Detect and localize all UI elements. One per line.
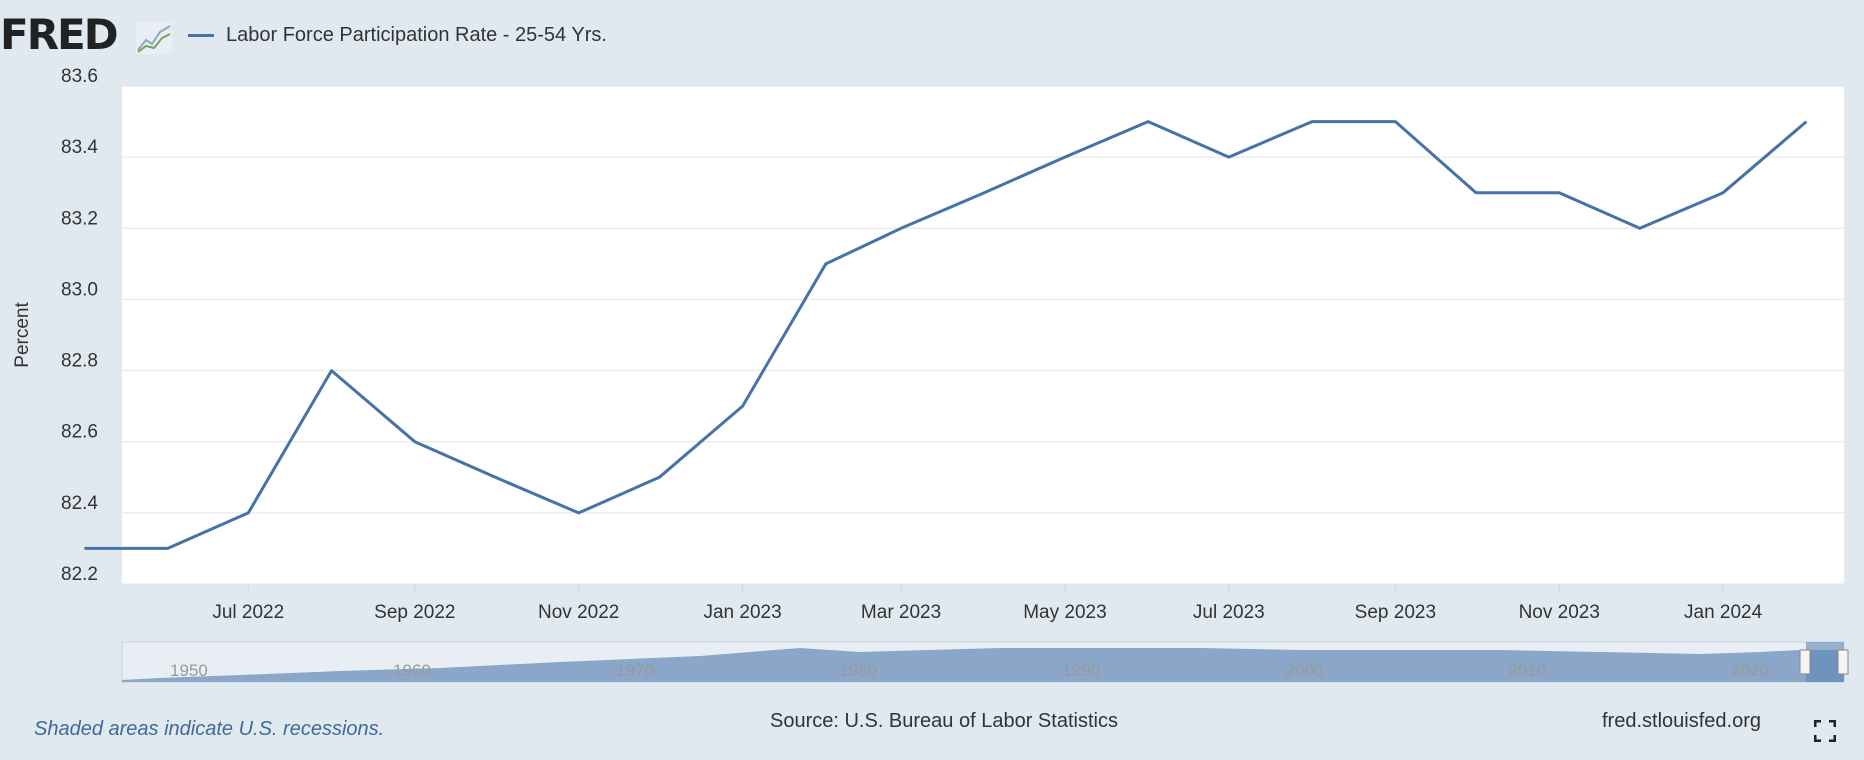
x-tick-label: Mar 2023 bbox=[861, 602, 941, 623]
x-tick-label: Sep 2022 bbox=[374, 602, 455, 623]
navigator-area bbox=[122, 648, 1844, 682]
site-link[interactable]: fred.stlouisfed.org bbox=[1602, 710, 1761, 732]
navigator-tick-label: 1960 bbox=[393, 661, 431, 680]
x-tick-label: Nov 2023 bbox=[1519, 602, 1600, 623]
line-chart-icon bbox=[136, 22, 172, 54]
navigator-tick-label: 2020 bbox=[1731, 661, 1769, 680]
y-tick-label: 83.6 bbox=[61, 66, 98, 87]
x-tick-label: May 2023 bbox=[1023, 602, 1106, 623]
navigator-tick-label: 2010 bbox=[1508, 661, 1546, 680]
x-tick-label: Jan 2023 bbox=[703, 602, 781, 623]
fred-logo[interactable]: FRED bbox=[0, 10, 119, 59]
x-tick-label: Nov 2022 bbox=[538, 602, 619, 623]
chart-legend[interactable]: Labor Force Participation Rate - 25-54 Y… bbox=[188, 24, 607, 47]
x-tick-label: Jul 2022 bbox=[212, 602, 284, 623]
legend-label: Labor Force Participation Rate - 25-54 Y… bbox=[226, 24, 607, 46]
navigator-handle-right bbox=[1837, 649, 1849, 675]
x-tick-label: Jul 2023 bbox=[1193, 602, 1265, 623]
x-tick-label: Jan 2024 bbox=[1684, 602, 1763, 623]
navigator-tick-label: 2000 bbox=[1285, 661, 1323, 680]
navigator-tick-label: 1990 bbox=[1062, 661, 1100, 680]
y-tick-label: 82.2 bbox=[61, 564, 98, 585]
y-tick-label: 83.0 bbox=[61, 279, 98, 300]
y-tick-label: 83.4 bbox=[61, 137, 98, 158]
navigator-tick-label: 1950 bbox=[170, 661, 208, 680]
y-tick-label: 83.2 bbox=[61, 208, 98, 229]
source-text: Source: U.S. Bureau of Labor Statistics bbox=[770, 710, 1118, 732]
y-tick-label: 82.6 bbox=[61, 422, 98, 443]
fullscreen-icon[interactable] bbox=[1814, 720, 1836, 742]
navigator[interactable]: 1950 1960 1970 1980 1990 2000 2010 2020 bbox=[121, 641, 1849, 683]
plot-area bbox=[122, 86, 1844, 584]
navigator-tick-label: 1970 bbox=[616, 661, 654, 680]
y-tick-label: 82.4 bbox=[61, 493, 98, 514]
recession-note: Shaded areas indicate U.S. recessions. bbox=[34, 718, 385, 740]
navigator-tick-label: 1980 bbox=[839, 661, 877, 680]
navigator-handle-left bbox=[1799, 649, 1811, 675]
y-tick-label: 82.8 bbox=[61, 351, 98, 372]
legend-swatch bbox=[188, 34, 214, 37]
series-line bbox=[84, 120, 1808, 550]
y-axis-label: Percent bbox=[12, 302, 33, 368]
x-tick-label: Sep 2023 bbox=[1355, 602, 1436, 623]
